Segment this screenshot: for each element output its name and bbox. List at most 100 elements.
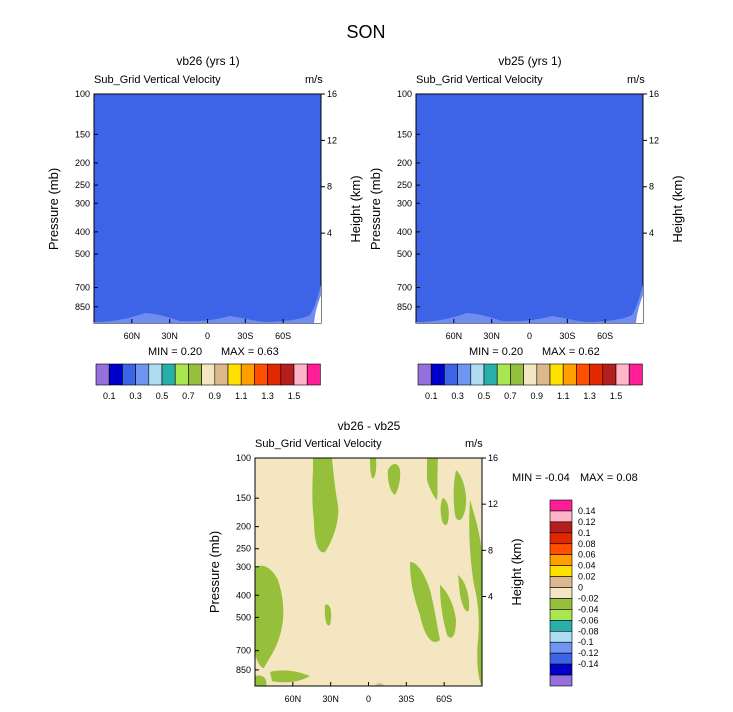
colorbar-swatch xyxy=(267,363,282,386)
min-label: MIN = -0.04 xyxy=(512,472,570,484)
y-tick-label-right: 8 xyxy=(327,182,332,192)
y-axis-label-right: Height (km) xyxy=(348,175,363,242)
contour-green xyxy=(440,585,456,638)
contour-green xyxy=(324,604,332,626)
colorbar-label: 0.04 xyxy=(578,561,596,571)
y-axis-label: Pressure (mb) xyxy=(207,531,222,613)
y-tick-label: 200 xyxy=(236,522,251,532)
colorbar: 0.1 0.3 0.5 0.7 0.9 1.1 1.3 1.5 xyxy=(95,363,321,401)
x-tick-label: 30N xyxy=(322,694,339,704)
min-label: MIN = 0.20 xyxy=(148,346,202,358)
panel-title: vb26 - vb25 xyxy=(338,419,401,433)
contour-green xyxy=(387,464,401,495)
colorbar-swatch xyxy=(549,598,573,610)
colorbar-swatch xyxy=(549,630,573,643)
low-value-wave xyxy=(416,285,643,323)
y-tick-label: 200 xyxy=(75,158,90,168)
colorbar-swatch xyxy=(536,363,551,386)
y-tick-label: 400 xyxy=(236,590,251,600)
colorbar-label: 0.9 xyxy=(531,391,544,401)
colorbar-label: -0.1 xyxy=(578,637,594,647)
x-tick-label: 0 xyxy=(527,331,532,341)
y-tick-label: 150 xyxy=(75,129,90,139)
colorbar-label: 0.3 xyxy=(129,391,142,401)
colorbar-swatch xyxy=(135,363,150,386)
y-tick-label: 250 xyxy=(236,544,251,554)
colorbar-swatch xyxy=(95,363,110,386)
colorbar-label: -0.04 xyxy=(578,604,599,614)
y-tick-label: 300 xyxy=(75,198,90,208)
y-tick-label: 150 xyxy=(397,129,412,139)
x-ticks: 60N 30N 0 30S 60S xyxy=(285,682,452,704)
colorbar-label: 0.5 xyxy=(156,391,169,401)
colorbar-swatch xyxy=(549,554,573,566)
contour-green xyxy=(312,458,339,553)
max-label: MAX = 0.08 xyxy=(580,472,638,484)
colorbar-label: 0.08 xyxy=(578,539,596,549)
colorbar-swatch xyxy=(602,363,617,386)
colorbar-swatch xyxy=(589,363,604,386)
max-label: MAX = 0.62 xyxy=(542,346,600,358)
colorbar-swatch xyxy=(549,663,573,676)
plot-field xyxy=(93,93,322,324)
contour-regions xyxy=(255,458,482,686)
colorbar-label: -0.14 xyxy=(578,659,599,669)
colorbar-label: 0.02 xyxy=(578,572,596,582)
contour-green xyxy=(270,670,310,683)
colorbar-swatch xyxy=(549,532,573,545)
colorbar-swatch xyxy=(201,363,216,386)
page-title: SON xyxy=(346,22,385,42)
contour-green xyxy=(440,498,449,526)
y-tick-label: 850 xyxy=(397,302,412,312)
colorbar-swatch xyxy=(576,363,590,386)
colorbar-label: 0.1 xyxy=(578,528,591,538)
x-tick-label: 60N xyxy=(446,331,463,341)
colorbar-swatch xyxy=(470,363,485,386)
colorbar-label: 0.7 xyxy=(504,391,517,401)
colorbar-swatch xyxy=(549,543,573,556)
y-tick-label: 850 xyxy=(236,665,251,675)
colorbar-swatch xyxy=(549,674,573,687)
colorbar-swatch xyxy=(549,620,573,632)
y-tick-label: 250 xyxy=(75,180,90,190)
panel-units: m/s xyxy=(465,438,483,450)
x-ticks: 60N 30N 0 30S 60S xyxy=(124,319,291,341)
x-tick-label: 30S xyxy=(559,331,575,341)
colorbar-label: -0.08 xyxy=(578,626,599,636)
y-tick-label: 400 xyxy=(397,227,412,237)
colorbar: 0.140.120.10.080.060.040.020-0.02-0.04-0… xyxy=(549,499,599,687)
colorbar-label: 0.1 xyxy=(103,391,116,401)
contour-green xyxy=(410,562,440,642)
colorbar-swatch xyxy=(188,363,202,386)
y-tick-label: 700 xyxy=(397,283,412,293)
y-tick-label-right: 16 xyxy=(649,89,659,99)
colorbar-swatch xyxy=(148,363,163,386)
colorbar-swatch xyxy=(615,363,630,386)
colorbar-swatch xyxy=(444,363,458,386)
y-ticks: 100 150 200 250 300 400 500 700 850 xyxy=(397,89,420,312)
colorbar-swatch xyxy=(510,363,524,386)
colorbar-swatch xyxy=(214,363,229,386)
x-ticks: 60N 30N 0 30S 60S xyxy=(446,319,613,341)
colorbar-swatch xyxy=(549,565,573,577)
x-tick-label: 60N xyxy=(285,694,302,704)
contour-green xyxy=(453,470,467,521)
colorbar-swatch xyxy=(457,363,472,386)
colorbar-swatch xyxy=(240,363,255,386)
colorbar-swatch xyxy=(549,641,573,654)
y-axis-label-right: Height (km) xyxy=(670,175,685,242)
colorbar: 0.1 0.3 0.5 0.7 0.9 1.1 1.3 1.5 xyxy=(417,363,643,401)
y-tick-label: 150 xyxy=(236,493,251,503)
contour-tan xyxy=(375,683,384,686)
x-tick-label: 60S xyxy=(597,331,613,341)
y-tick-label: 500 xyxy=(75,249,90,259)
colorbar-label: -0.02 xyxy=(578,593,599,603)
colorbar-swatch xyxy=(280,363,295,386)
panel-vb26: vb26 (yrs 1) Sub_Grid Vertical Velocity … xyxy=(46,54,363,401)
y-tick-label: 700 xyxy=(236,646,251,656)
panel-title: vb25 (yrs 1) xyxy=(498,54,561,68)
low-value-wave xyxy=(94,285,321,323)
y-ticks-right: 16 12 8 4 xyxy=(321,89,337,238)
y-ticks-right: 16 12 8 4 xyxy=(643,89,659,238)
